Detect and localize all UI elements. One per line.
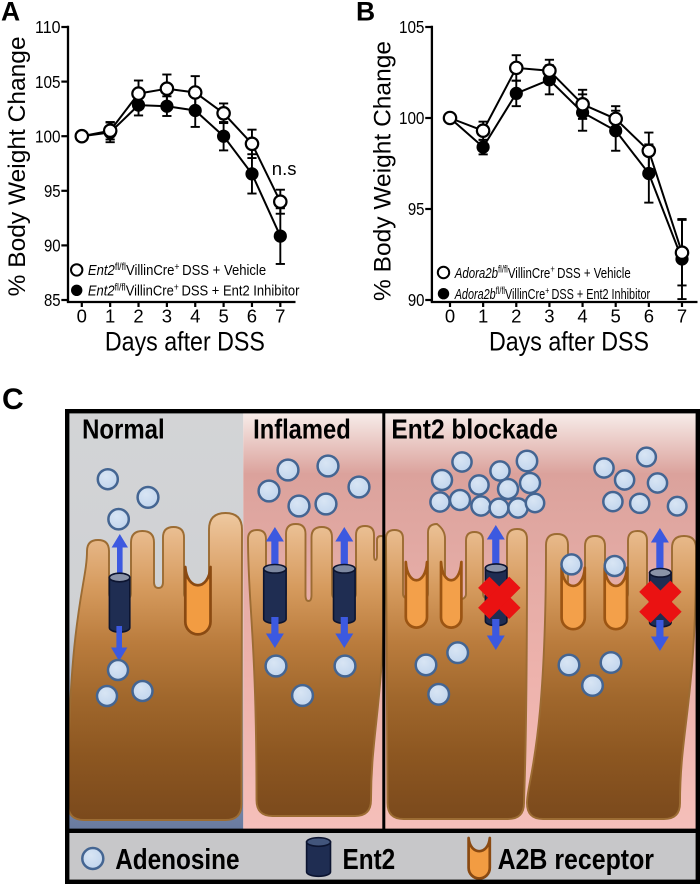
svg-text:7: 7 xyxy=(275,306,285,327)
svg-text:% Body Weight Change: % Body Weight Change xyxy=(370,41,397,301)
svg-text:Adora2bfl/flVillinCre+ DSS + V: Adora2bfl/flVillinCre+ DSS + Vehicle xyxy=(454,264,631,282)
svg-text:4: 4 xyxy=(190,306,200,327)
svg-text:2: 2 xyxy=(511,306,521,327)
svg-text:85: 85 xyxy=(44,290,61,310)
svg-text:105: 105 xyxy=(399,17,425,37)
svg-text:Ent2fl/flVillinCre+ DSS + Ent2: Ent2fl/flVillinCre+ DSS + Ent2 Inhibitor xyxy=(88,282,300,299)
svg-text:Ent2 blockade: Ent2 blockade xyxy=(391,413,558,444)
svg-text:0: 0 xyxy=(77,306,87,327)
svg-text:C: C xyxy=(2,383,24,416)
svg-text:A: A xyxy=(1,0,20,27)
svg-text:n.s: n.s xyxy=(272,158,297,179)
svg-text:Days after DSS: Days after DSS xyxy=(105,327,265,357)
svg-text:7: 7 xyxy=(677,306,687,327)
svg-text:90: 90 xyxy=(44,236,61,256)
svg-text:6: 6 xyxy=(247,306,257,327)
svg-text:2: 2 xyxy=(133,306,143,327)
svg-text:Adora2bfl/flVillinCre+ DSS + E: Adora2bfl/flVillinCre+ DSS + Ent2 Inhibi… xyxy=(454,285,651,303)
svg-text:0: 0 xyxy=(445,306,455,327)
svg-text:Normal: Normal xyxy=(82,413,165,444)
svg-text:6: 6 xyxy=(644,306,654,327)
svg-text:1: 1 xyxy=(105,306,115,327)
svg-text:Ent2: Ent2 xyxy=(343,844,396,876)
svg-text:100: 100 xyxy=(399,108,425,128)
svg-text:B: B xyxy=(356,0,375,27)
svg-text:A2B receptor: A2B receptor xyxy=(498,844,654,876)
svg-text:100: 100 xyxy=(35,126,61,146)
svg-text:110: 110 xyxy=(35,17,61,37)
svg-text:% Body Weight Change: % Body Weight Change xyxy=(4,36,31,296)
svg-text:Ent2fl/flVillinCre+ DSS + Vehi: Ent2fl/flVillinCre+ DSS + Vehicle xyxy=(88,261,266,278)
svg-text:90: 90 xyxy=(408,290,425,310)
svg-text:105: 105 xyxy=(35,72,61,92)
svg-text:3: 3 xyxy=(162,306,172,327)
svg-text:95: 95 xyxy=(44,181,61,201)
svg-text:4: 4 xyxy=(577,306,587,327)
svg-text:5: 5 xyxy=(611,306,621,327)
svg-text:Days after DSS: Days after DSS xyxy=(489,327,649,357)
svg-text:Adenosine: Adenosine xyxy=(115,844,239,876)
svg-text:3: 3 xyxy=(544,306,554,327)
svg-text:5: 5 xyxy=(218,306,228,327)
svg-text:Inflamed: Inflamed xyxy=(253,413,351,444)
svg-text:95: 95 xyxy=(408,199,425,219)
svg-text:1: 1 xyxy=(478,306,488,327)
